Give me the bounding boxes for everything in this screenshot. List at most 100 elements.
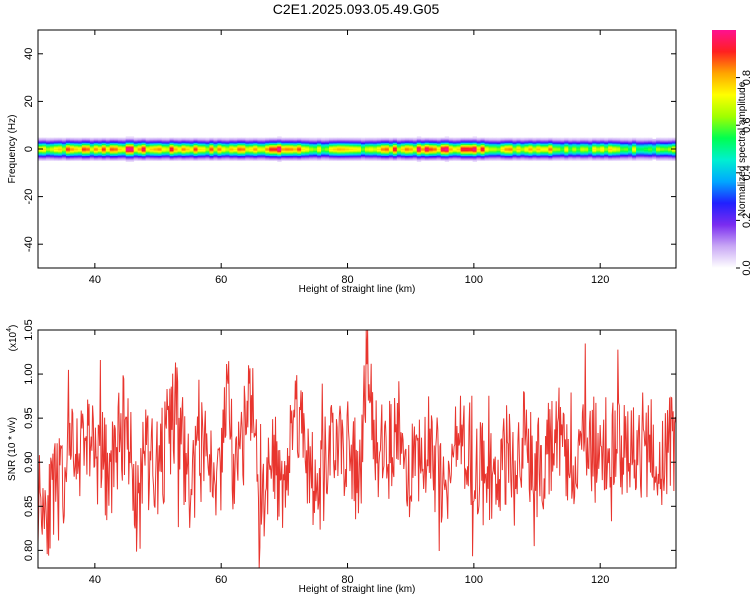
heatmap-cell — [360, 153, 366, 155]
heatmap-cell — [524, 148, 529, 150]
heatmap-cell — [245, 141, 250, 143]
heatmap-cell — [177, 153, 182, 155]
heatmap-cell — [644, 144, 649, 147]
heatmap-cell — [528, 138, 533, 141]
heatmap-cell — [608, 143, 613, 146]
heatmap-cell — [672, 143, 677, 146]
heatmap-cell — [257, 155, 262, 158]
heatmap-cell — [552, 156, 557, 159]
heatmap-cell — [504, 144, 509, 147]
heatmap-cell — [157, 137, 163, 140]
heatmap-cell — [456, 154, 462, 156]
heatmap-cell — [45, 147, 51, 149]
heatmap-cell — [257, 150, 262, 153]
heatmap-cell — [532, 155, 537, 158]
heatmap-cell — [217, 143, 222, 146]
heatmap-cell — [357, 138, 362, 141]
heatmap-cell — [229, 159, 234, 161]
heatmap-cell — [289, 153, 294, 155]
heatmap-cell — [608, 140, 613, 142]
heatmap-cell — [408, 140, 414, 142]
heatmap-cell — [97, 141, 103, 143]
heatmap-cell — [105, 149, 111, 152]
heatmap-cell — [121, 159, 127, 161]
heatmap-cell — [53, 156, 59, 159]
heatmap-cell — [488, 137, 493, 140]
heatmap-cell — [297, 155, 302, 158]
heatmap-cell — [596, 154, 601, 156]
heatmap-cell — [297, 157, 302, 160]
heatmap-cell — [129, 160, 135, 162]
heatmap-cell — [396, 147, 402, 149]
heatmap-cell — [77, 148, 83, 150]
heatmap-cell — [536, 151, 541, 154]
heatmap-cell — [568, 156, 573, 159]
heatmap-cell — [321, 142, 326, 145]
heatmap-cell — [229, 138, 234, 141]
heatmap-cell — [364, 137, 370, 140]
heatmap-cell — [464, 153, 470, 155]
heatmap-cell — [596, 142, 601, 145]
heatmap-cell — [105, 142, 111, 145]
heatmap-cell — [620, 150, 625, 153]
heatmap-cell — [305, 150, 310, 153]
heatmap-cell — [133, 147, 139, 149]
heatmap-cell — [145, 157, 151, 160]
heatmap-cell — [169, 140, 174, 142]
heatmap-cell — [61, 143, 67, 146]
colorbar-tick-label: 0.6 — [741, 118, 750, 133]
heatmap-cell — [213, 154, 218, 156]
heatmap-cell — [45, 148, 51, 150]
heatmap-cell — [57, 157, 63, 160]
heatmap-cell — [372, 159, 378, 161]
heatmap-cell — [388, 149, 394, 152]
heatmap-cell — [648, 159, 653, 161]
heatmap-cell — [488, 154, 493, 156]
heatmap-cell — [384, 157, 390, 160]
heatmap-cell — [49, 146, 55, 148]
heatmap-cell — [185, 151, 190, 154]
heatmap-cell — [93, 159, 99, 161]
heatmap-cell — [520, 155, 525, 158]
heatmap-cell — [89, 146, 95, 148]
heatmap-cell — [161, 148, 166, 150]
heatmap-cell — [588, 141, 593, 143]
heatmap-cell — [133, 153, 139, 155]
heatmap-cell — [668, 142, 673, 145]
heatmap-cell — [65, 144, 71, 147]
heatmap-cell — [532, 154, 537, 156]
heatmap-cell — [380, 140, 386, 142]
heatmap-cell — [193, 154, 198, 156]
heatmap-cell — [368, 153, 374, 155]
heatmap-cell — [341, 148, 346, 150]
heatmap-cell — [169, 141, 174, 143]
heatmap-cell — [500, 146, 505, 148]
heatmap-cell — [125, 153, 131, 155]
heatmap-cell — [628, 153, 633, 155]
heatmap-cell — [524, 143, 529, 146]
heatmap-cell — [436, 149, 442, 152]
heatmap-cell — [544, 143, 549, 146]
heatmap-cell — [596, 143, 601, 146]
heatmap-cell — [257, 148, 262, 150]
heatmap-cell — [165, 151, 170, 154]
heatmap-cell — [289, 151, 294, 154]
heatmap-cell — [444, 143, 450, 146]
heatmap-cell — [57, 138, 63, 141]
heatmap-cell — [420, 146, 426, 148]
heatmap-cell — [297, 147, 302, 149]
heatmap-cell — [197, 151, 202, 154]
heatmap-cell — [364, 144, 370, 147]
heatmap-cell — [608, 147, 613, 149]
heatmap-cell — [480, 147, 485, 149]
heatmap-cell — [468, 137, 474, 140]
heatmap-cell — [400, 148, 406, 150]
heatmap-cell — [560, 147, 565, 149]
heatmap-cell — [596, 144, 601, 147]
heatmap-cell — [572, 149, 577, 152]
heatmap-cell — [588, 138, 593, 141]
heatmap-cell — [137, 148, 143, 150]
heatmap-cell — [169, 146, 174, 148]
heatmap-cell — [281, 150, 286, 153]
heatmap-cell — [301, 147, 306, 149]
